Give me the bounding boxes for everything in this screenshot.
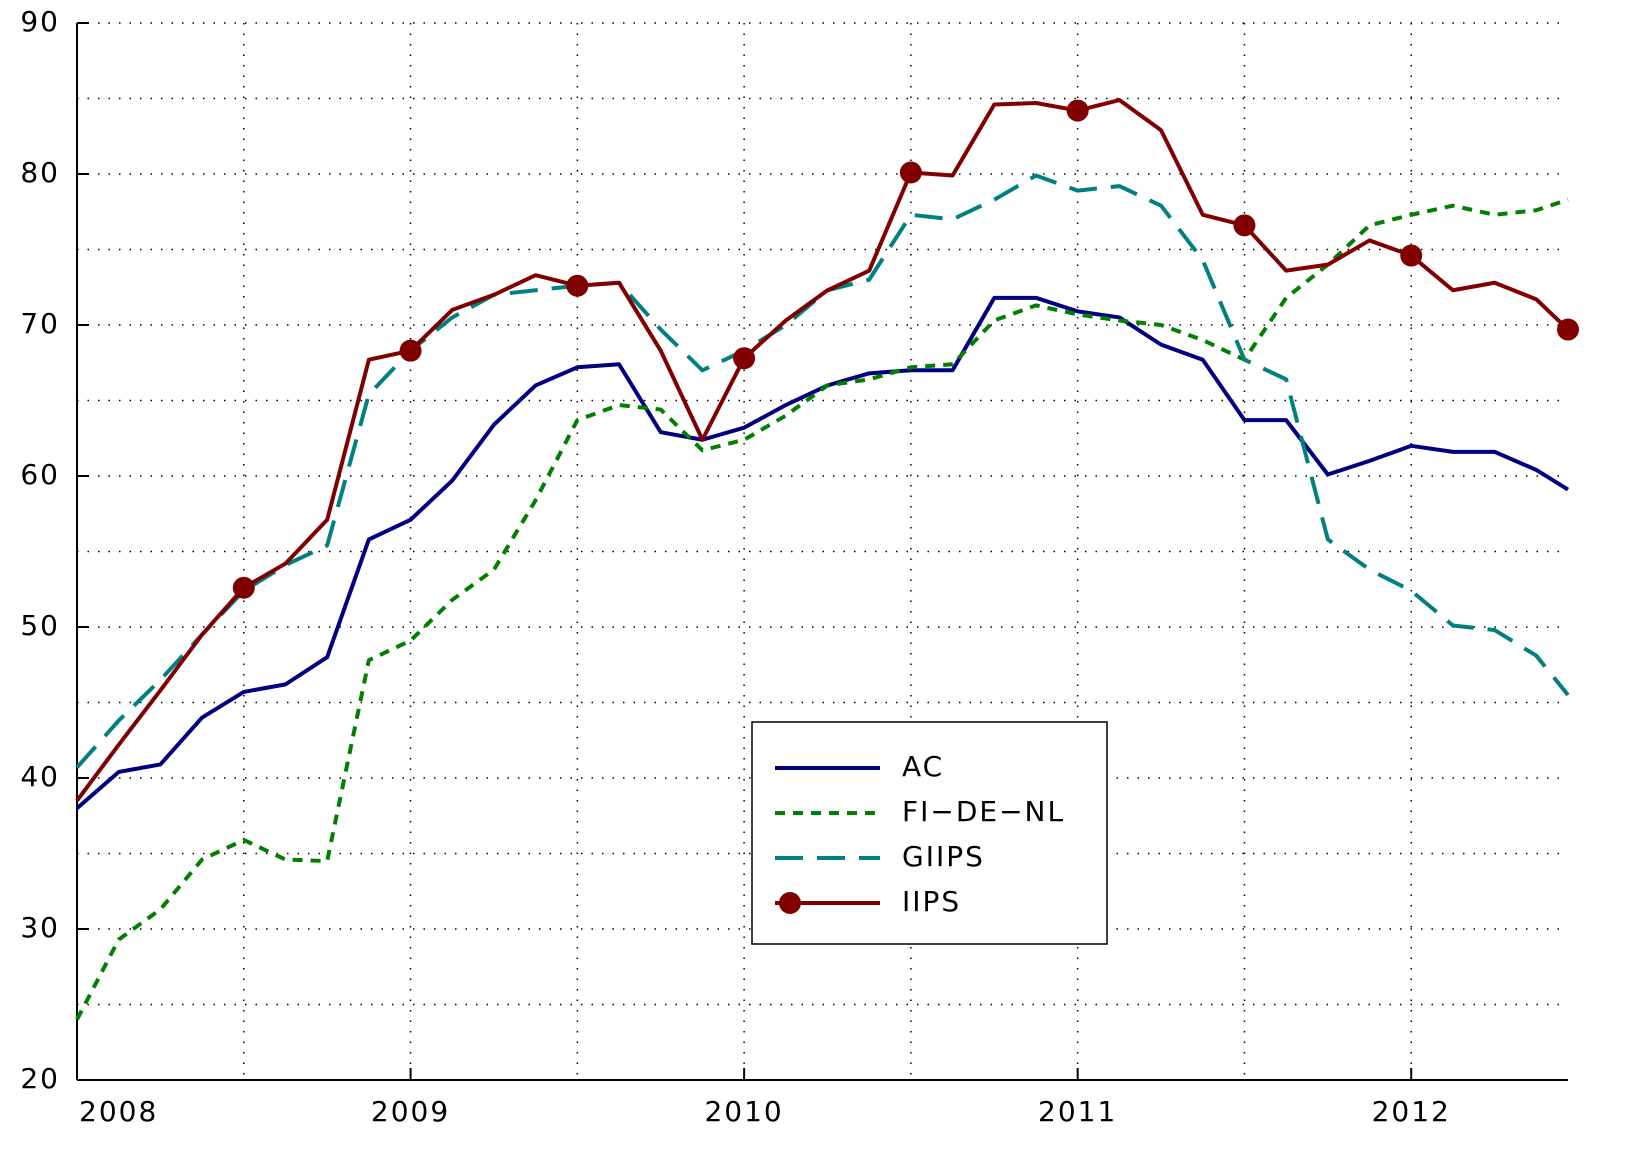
legend-label: FI−DE−NL bbox=[902, 795, 1065, 828]
legend-label: GIIPS bbox=[902, 840, 985, 873]
series-marker bbox=[1400, 244, 1423, 267]
x-tick-label: 2012 bbox=[1372, 1095, 1451, 1128]
legend-box bbox=[751, 721, 1108, 945]
y-tick-label: 30 bbox=[20, 911, 60, 944]
x-tick-label: 2008 bbox=[79, 1095, 158, 1128]
y-tick-label: 60 bbox=[20, 458, 60, 491]
legend-label: AC bbox=[902, 750, 944, 783]
series-marker bbox=[733, 347, 756, 370]
series-marker bbox=[1557, 318, 1579, 341]
series-marker bbox=[1066, 99, 1089, 122]
legend-marker bbox=[779, 892, 801, 914]
y-tick-label: 70 bbox=[20, 307, 60, 340]
y-tick-label: 50 bbox=[20, 609, 60, 642]
series-marker bbox=[232, 576, 255, 599]
y-tick-label: 20 bbox=[20, 1062, 60, 1095]
x-tick-label: 2009 bbox=[371, 1095, 450, 1128]
x-tick-label: 2011 bbox=[1038, 1095, 1117, 1128]
y-tick-label: 90 bbox=[20, 5, 60, 38]
y-tick-label: 80 bbox=[20, 156, 60, 189]
y-tick-label: 40 bbox=[20, 760, 60, 793]
legend-label: IIPS bbox=[902, 885, 961, 918]
series-marker bbox=[566, 274, 589, 297]
x-tick-label: 2010 bbox=[704, 1095, 783, 1128]
series-marker bbox=[899, 161, 922, 184]
series-marker bbox=[399, 339, 422, 362]
series-line bbox=[75, 98, 1570, 802]
series-marker bbox=[1233, 214, 1256, 237]
series-line bbox=[75, 173, 1570, 769]
legend: AC FI−DE−NL GIIPS IIPS bbox=[751, 721, 1108, 945]
